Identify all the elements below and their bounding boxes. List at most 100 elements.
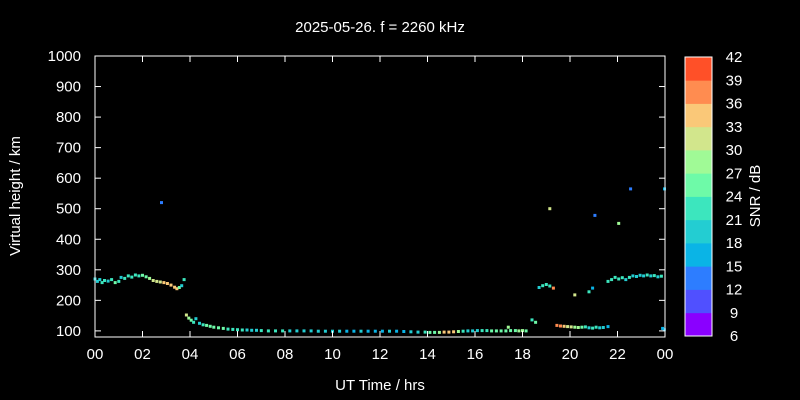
data-point [309, 329, 313, 333]
data-point [513, 329, 517, 333]
y-tick-label: 500 [56, 201, 81, 218]
data-point [635, 275, 638, 278]
x-tick-label: 20 [562, 346, 579, 363]
data-point [620, 276, 624, 280]
data-point [656, 275, 660, 279]
data-point [380, 329, 384, 333]
data-point [517, 329, 521, 333]
data-point [475, 329, 479, 333]
data-point [416, 330, 420, 334]
data-point [226, 327, 230, 331]
data-point [117, 279, 121, 283]
data-point [662, 328, 666, 332]
colorbar-tick-label: 18 [726, 235, 743, 252]
x-tick-label: 00 [657, 346, 674, 363]
data-point [591, 326, 595, 330]
data-point [652, 274, 656, 278]
data-point [231, 327, 235, 331]
data-point [593, 213, 597, 217]
data-point [148, 276, 152, 280]
data-point [141, 273, 144, 277]
data-point [100, 281, 104, 285]
data-point [580, 325, 584, 329]
data-point [471, 329, 475, 333]
data-point [189, 318, 193, 322]
data-point [123, 276, 127, 280]
data-point [133, 273, 137, 277]
data-point [587, 326, 591, 330]
data-point [494, 329, 498, 333]
data-point [591, 286, 595, 290]
x-tick-label: 02 [134, 346, 151, 363]
colorbar-segment [685, 196, 712, 221]
data-point [613, 275, 617, 279]
data-point [151, 279, 155, 282]
data-point [456, 330, 460, 333]
data-point [192, 320, 196, 324]
colorbar-segment [685, 126, 712, 151]
data-point [162, 281, 166, 285]
colorbar-tick-label: 15 [726, 258, 743, 275]
y-tick-label: 800 [56, 109, 81, 126]
data-point [499, 329, 503, 333]
y-tick-label: 600 [56, 170, 81, 187]
data-point [119, 275, 123, 279]
data-point [194, 317, 198, 321]
colorbar-tick-label: 30 [726, 142, 743, 159]
colorbar-label: SNR / dB [747, 165, 764, 228]
data-point [583, 325, 587, 329]
data-point [437, 330, 441, 334]
data-point [281, 329, 285, 333]
data-point [316, 329, 320, 333]
data-point [184, 313, 188, 317]
data-point [466, 329, 470, 333]
data-point [485, 329, 489, 333]
data-point [544, 283, 548, 286]
data-point [638, 273, 642, 277]
y-axis-label: Virtual height / km [7, 136, 24, 256]
data-point [205, 323, 209, 327]
data-point [366, 329, 370, 333]
colorbar-segment [685, 80, 712, 104]
data-point [555, 323, 559, 327]
data-point [137, 274, 141, 278]
colorbar-tick-label: 33 [726, 119, 743, 136]
data-point [433, 330, 437, 334]
data-point [345, 329, 349, 333]
data-point [217, 326, 220, 330]
data-point [198, 321, 201, 325]
data-point [359, 329, 363, 333]
data-point [409, 330, 413, 334]
data-point [645, 273, 649, 277]
colorbar-segment [685, 312, 712, 337]
data-point [521, 329, 524, 333]
data-point [610, 278, 614, 282]
data-point [629, 187, 633, 191]
colorbar-segment [685, 103, 712, 128]
data-point [250, 328, 254, 332]
data-point [221, 326, 225, 330]
data-point [587, 290, 591, 294]
colorbar-segment [685, 243, 712, 267]
data-point [288, 329, 292, 333]
data-point [106, 279, 110, 283]
colorbar-tick-label: 27 [726, 165, 743, 182]
x-tick-label: 12 [372, 346, 389, 363]
data-point [173, 285, 177, 289]
data-point [537, 286, 541, 289]
colorbar-frame [684, 56, 713, 337]
data-point [110, 278, 114, 282]
data-point [569, 325, 573, 329]
colorbar: 6 9 12 15 18 21 24 27 30 33 36 39 42 [684, 49, 743, 345]
data-point [423, 330, 427, 334]
data-point [130, 275, 134, 279]
colorbar-tick-label: 6 [730, 328, 738, 345]
data-point [95, 279, 99, 283]
data-point [541, 284, 545, 288]
plot-area [95, 56, 665, 337]
data-point [266, 329, 270, 333]
colorbar-tick-label: 12 [726, 282, 743, 299]
data-point [534, 320, 538, 324]
colorbar-tick-label: 39 [726, 72, 743, 89]
data-point [187, 316, 191, 320]
